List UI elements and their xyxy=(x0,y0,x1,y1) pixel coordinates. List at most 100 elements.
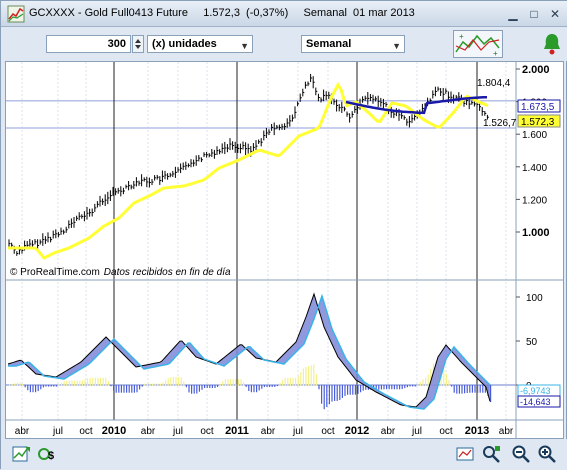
histogram-bar xyxy=(443,369,445,386)
histogram-bar xyxy=(24,385,26,388)
histogram-bar xyxy=(48,385,50,387)
osc-marker-2: -14,643 xyxy=(520,397,551,407)
histogram-bar xyxy=(63,380,65,386)
title-bar[interactable]: GCXXXX - Gold Full0413 Future 1.572,3 (-… xyxy=(1,1,567,27)
histogram-bar xyxy=(16,382,18,386)
histogram-bar xyxy=(256,385,258,393)
price-bars xyxy=(8,73,489,256)
osc-marker-box-2 xyxy=(517,395,561,408)
histogram-bar xyxy=(66,380,68,386)
histogram-bar xyxy=(204,385,206,389)
histogram-bar xyxy=(401,385,403,390)
toolbar: 300 (x) unidades ▼ Semanal ▼ + + xyxy=(1,27,567,61)
zoom-out-icon[interactable] xyxy=(511,444,531,464)
histogram-bar xyxy=(328,385,330,405)
marker-low: 1.526,7 xyxy=(483,118,517,129)
quantity-stepper[interactable] xyxy=(132,35,144,53)
osc-marker-1: -6,9743 xyxy=(520,386,551,396)
stepper-arrows-icon xyxy=(135,39,141,49)
histogram-bar xyxy=(448,379,450,386)
price-label: 1.000 xyxy=(522,227,550,239)
histogram-bar xyxy=(282,379,284,386)
histogram-bar xyxy=(141,385,143,387)
minimize-icon[interactable]: ▁ xyxy=(508,7,518,21)
histogram-bar xyxy=(464,385,466,394)
histogram-bar xyxy=(50,385,52,387)
zoom-reset-icon[interactable] xyxy=(455,444,475,464)
histogram-bar xyxy=(383,385,385,390)
histogram-bar xyxy=(209,385,211,389)
histogram-bar xyxy=(167,378,169,386)
histogram-bar xyxy=(318,385,320,390)
maximize-icon[interactable]: □ xyxy=(530,7,538,21)
zoom-selection-icon[interactable] xyxy=(481,444,501,464)
histogram-bar xyxy=(479,385,481,393)
x-tick-label: abr xyxy=(15,426,30,437)
histogram-bar xyxy=(120,385,122,393)
histogram-bar xyxy=(292,377,294,386)
histogram-bar xyxy=(211,385,213,389)
histogram-bar xyxy=(79,380,81,386)
histogram-bar xyxy=(240,379,242,386)
objects-icon[interactable]: $ xyxy=(37,444,57,464)
period-select[interactable]: Semanal ▼ xyxy=(301,35,405,53)
histogram-bar xyxy=(133,385,135,393)
units-select-label: (x) unidades xyxy=(152,38,217,50)
zoom-in-icon[interactable] xyxy=(537,444,557,464)
histogram-bar xyxy=(19,382,21,386)
price-label: 1.400 xyxy=(522,163,547,174)
svg-text:$: $ xyxy=(48,450,54,462)
histogram-bar xyxy=(250,385,252,393)
x-tick-label: jul xyxy=(52,426,63,437)
histogram-bar xyxy=(258,385,260,391)
histogram-bar xyxy=(27,385,29,391)
histogram-bar xyxy=(198,385,200,392)
x-tick-label: abr xyxy=(499,426,514,437)
oscillator-axis: 100500 xyxy=(516,293,543,392)
x-tick-label: 2011 xyxy=(225,425,249,437)
svg-text:+: + xyxy=(493,49,498,58)
x-tick-label: oct xyxy=(79,426,93,437)
chart-tools-icon[interactable] xyxy=(11,444,31,464)
osc-label: 100 xyxy=(526,293,543,304)
units-select[interactable]: (x) unidades ▼ xyxy=(147,35,253,53)
histogram-bar xyxy=(287,377,289,386)
histogram-bar xyxy=(180,377,182,386)
histogram-bar xyxy=(490,385,492,403)
time-axis: abr jul oct 2010 abr jul oct 2011 abr jul oct 2012 a… xyxy=(15,425,514,437)
histogram-bar xyxy=(149,383,151,386)
histogram-bar xyxy=(331,385,333,402)
histogram-bar xyxy=(279,382,281,386)
histogram-bar xyxy=(461,385,463,394)
histogram-bar xyxy=(193,385,195,394)
watermark-brand: © ProRealTime.com xyxy=(10,267,100,278)
histogram-bar xyxy=(97,377,99,386)
histogram-bar xyxy=(391,385,393,390)
histogram-bar xyxy=(144,383,146,386)
histogram-bar xyxy=(341,385,343,398)
histogram-bar xyxy=(399,385,401,390)
histogram-bar xyxy=(100,377,102,386)
histogram-bar xyxy=(412,385,414,387)
alert-icon[interactable] xyxy=(541,31,563,57)
histogram-bar xyxy=(243,382,245,386)
histogram-bar xyxy=(360,385,362,393)
indicators-icon[interactable]: + + xyxy=(453,30,503,58)
histogram-bar xyxy=(107,381,109,386)
histogram-bar xyxy=(159,383,161,386)
histogram-bar xyxy=(482,385,484,393)
histogram-bar xyxy=(422,379,424,386)
histogram-bar xyxy=(191,385,193,394)
histogram-bar xyxy=(266,385,268,387)
x-tick-label: jul xyxy=(172,426,183,437)
quantity-input[interactable]: 300 xyxy=(46,35,131,53)
histogram-bar xyxy=(393,385,395,390)
moving-average-yellow xyxy=(8,81,489,260)
close-icon[interactable]: ✕ xyxy=(549,7,561,21)
histogram-bar xyxy=(349,385,351,395)
histogram-bar xyxy=(42,385,44,388)
histogram-bar xyxy=(375,385,377,390)
